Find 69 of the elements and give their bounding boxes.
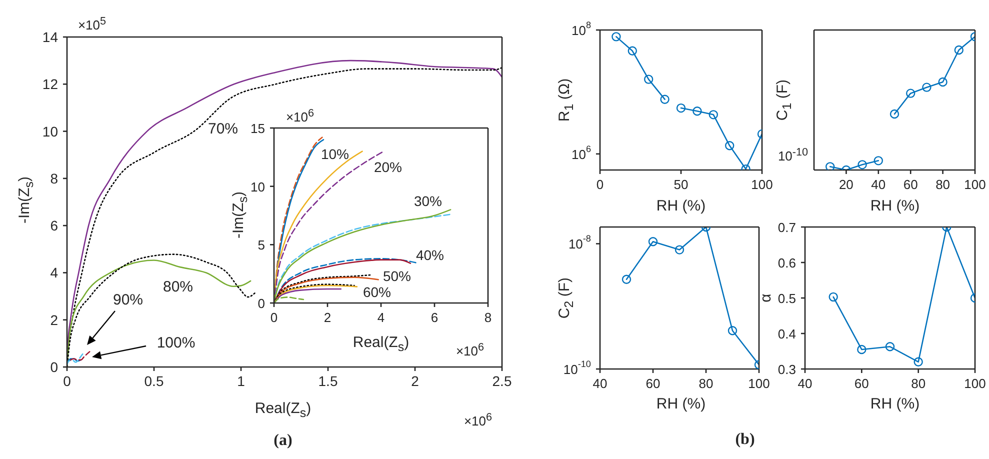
x-tick-label: 0 [270,310,278,325]
y-tick-label: 0.6 [778,255,796,270]
x-tick-label: 1.5 [318,373,338,390]
x-tick-label: 60 [646,376,660,391]
y-tick-label: 10$^{6}$ [571,144,591,162]
x-tick-label: 6 [430,310,438,325]
y-tick-label: 0.4 [778,326,796,341]
annotation: 80% [162,278,194,296]
annotation: ×10$^{6}$ [456,341,484,359]
x-tick-label: 100 [751,176,773,192]
x-tick-label: 40 [592,376,608,391]
y-tick-label: 0 [258,296,265,310]
x-tick-label: 2 [411,373,420,390]
x-tick-label: 0 [596,176,604,192]
x-tick-label: 60 [854,376,869,391]
x-tick-label: 8 [484,310,492,325]
y-tick-label: 4 [50,264,58,281]
x-axis-title: RH (%) [656,198,706,214]
annotation: 70% [208,120,238,138]
x-tick-label: 80 [698,376,714,391]
y-tick-label: 0.7 [778,220,796,234]
x-tick-label: 80 [911,376,926,391]
y-tick-label: 12 [42,76,58,92]
x-tick-label: 80 [936,176,950,192]
text: ×10$^{6}$ [464,411,492,429]
x-tick-label: 40 [798,376,812,391]
x-axis-title: Real(Z$_{s}$) [352,334,410,354]
y-tick-label: 5 [258,237,265,252]
x-tick-label: 20 [838,176,854,192]
y-tick-label: 10 [250,178,265,194]
y-tick-label: 6 [50,218,58,234]
x-axis-title: Real(Z$_{s}$) [254,400,312,420]
x-tick-label: 50 [674,176,688,192]
x-tick-label: 0.5 [144,373,164,390]
x-tick-label: 1 [237,373,246,390]
y-axis-title: α [758,294,774,302]
annotation: 10% [320,146,350,162]
x-axis-title: RH (%) [656,396,706,412]
x-tick-label: 2.5 [492,373,512,390]
x-tick-label: 4 [377,310,385,325]
y-tick-label: 0 [50,359,58,375]
y-tick-label: 10$^{-10}$ [563,359,591,376]
x-tick-label: 40 [871,176,886,192]
annotation: 20% [374,159,402,175]
annotation: 60% [362,284,392,300]
x-tick-label: 60 [903,176,918,192]
x-tick-label: 2 [324,310,332,325]
text: ×10$^{5}$ [78,15,106,33]
x-tick-label: 100 [964,176,986,192]
x-tick-label: 100 [964,376,986,391]
annotation: ×10$^{6}$ [286,107,314,125]
x-tick-label: 0 [63,373,72,390]
text: (b) [735,431,755,449]
annotation: 100% [156,334,196,352]
x-tick-label: 100 [748,376,770,391]
y-tick-label: 10$^{8}$ [571,20,591,38]
x-axis-title: RH (%) [870,198,920,214]
y-tick-label: 0.3 [778,362,796,376]
annotation: 40% [416,247,444,263]
y-tick-label: 14 [42,29,58,45]
y-tick-label: 10 [42,123,58,140]
annotation: 30% [414,193,442,209]
text: (a) [274,432,292,450]
x-axis-title: RH (%) [870,396,920,412]
y-tick-label: 15 [250,120,265,136]
y-tick-label: 0.5 [778,290,796,306]
annotation: 50% [382,268,412,284]
y-tick-label: 10$^{-8}$ [568,234,591,252]
annotation: 90% [112,292,144,308]
